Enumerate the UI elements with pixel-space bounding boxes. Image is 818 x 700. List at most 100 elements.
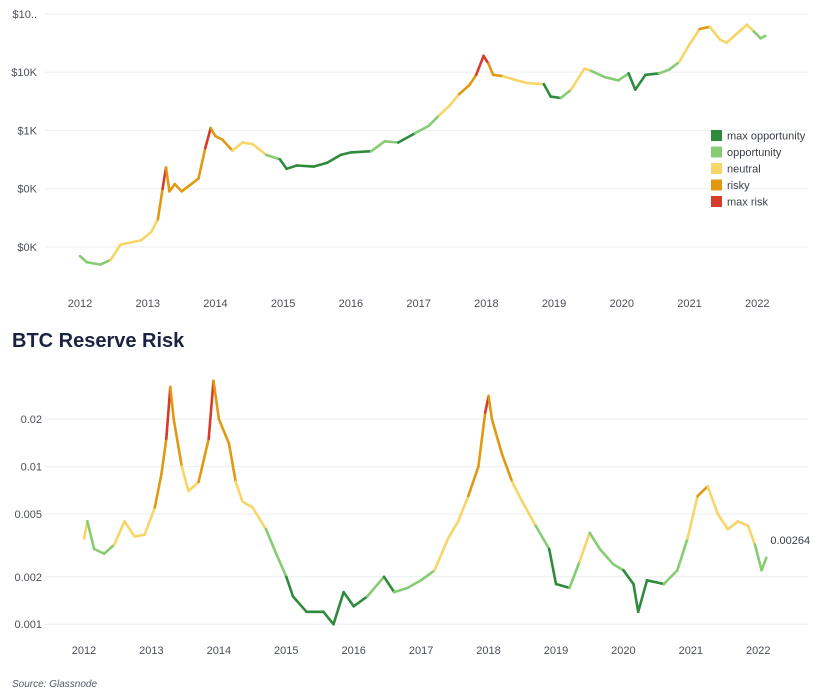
x-tick-label: 2015 [271, 298, 295, 310]
series-segment-risky [187, 177, 200, 188]
series-segment-opportunity [274, 552, 288, 579]
legend-swatch-neutral [711, 163, 722, 174]
series-segment-neutral [129, 239, 143, 244]
series-segment-opportunity [264, 153, 282, 161]
series-segment-max_opportunity [325, 153, 343, 164]
x-tick-label: 2018 [474, 298, 498, 310]
y-tick-label: 0.001 [14, 619, 42, 631]
y-tick-label: 0.01 [21, 462, 42, 474]
series-segment-risky [212, 379, 221, 421]
series-segment-neutral [251, 506, 268, 531]
series-segment-neutral [437, 104, 451, 117]
series-segment-neutral [569, 67, 586, 91]
y-tick-label: 0.02 [21, 414, 42, 426]
series-segment-neutral [501, 74, 515, 81]
series-segment-risky [172, 417, 184, 468]
series-segment-risky [477, 411, 487, 468]
y-tick-label: 0.005 [14, 509, 42, 521]
x-tick-label: 2016 [341, 645, 365, 657]
series-segment-opportunity [589, 69, 607, 79]
series-segment-risky [197, 437, 210, 484]
series-segment-max_opportunity [644, 72, 661, 77]
series-segment-neutral [234, 480, 244, 503]
x-tick-label: 2019 [542, 298, 566, 310]
series-segment-opportunity [759, 34, 767, 40]
series-segment-opportunity [559, 88, 573, 100]
series-segment-max_opportunity [339, 151, 353, 157]
x-tick-label: 2021 [679, 645, 703, 657]
series-segment-neutral [735, 23, 749, 35]
series-segment-opportunity [588, 531, 602, 551]
x-tick-label: 2020 [610, 298, 634, 310]
series-segment-neutral [113, 519, 126, 546]
series-segment-opportunity [427, 114, 441, 128]
series-segment-opportunity [657, 68, 671, 75]
series-segment-max_opportunity [342, 590, 356, 608]
series-segment-neutral [706, 484, 720, 516]
series-segment-max_opportunity [332, 590, 345, 626]
y-tick-label: $10K [11, 67, 37, 79]
series-segment-risky [168, 182, 177, 193]
x-tick-label: 2014 [203, 298, 227, 310]
series-segment-opportunity [406, 578, 423, 590]
series-segment-neutral [686, 494, 699, 540]
series-segment-opportunity [568, 560, 581, 590]
series-segment-opportunity [603, 75, 620, 82]
series-segment-max_opportunity [549, 95, 563, 100]
x-tick-label: 2014 [207, 645, 231, 657]
series-segment-opportunity [99, 258, 112, 266]
series-segment-risky [491, 73, 505, 78]
series-segment-max_opportunity [278, 158, 288, 171]
series-segment-neutral [708, 25, 722, 42]
series-segment-opportunity [102, 543, 116, 556]
series-segment-opportunity [85, 260, 102, 266]
series-segment-risky [490, 417, 504, 456]
x-tick-label: 2015 [274, 645, 298, 657]
series-segment-neutral [231, 141, 244, 152]
series-segment-opportunity [667, 60, 681, 71]
series-segment-neutral [139, 230, 153, 242]
x-tick-label: 2017 [406, 298, 430, 310]
x-tick-label: 2021 [677, 298, 701, 310]
series-segment-neutral [456, 494, 470, 523]
series-segment-opportunity [413, 124, 431, 135]
series-segment-risky [457, 83, 471, 96]
series-segment-neutral [241, 141, 254, 146]
legend-swatch-max_opportunity [711, 130, 722, 141]
series-segment-opportunity [753, 543, 763, 572]
series-segment-opportunity [365, 575, 386, 598]
series-segment-max_opportunity [352, 595, 369, 608]
x-tick-label: 2016 [339, 298, 363, 310]
series-segment-risky [156, 187, 164, 221]
series-segment-opportunity [662, 568, 679, 586]
series-segment-opportunity [383, 140, 400, 144]
series-segment-neutral [525, 81, 546, 86]
series-segment-neutral [446, 519, 460, 540]
last-value-label: 0.00264 [770, 535, 810, 547]
series-segment-neutral [726, 519, 740, 531]
series-segment-risky [209, 126, 217, 138]
series-segment-risky [500, 452, 514, 484]
series-segment-neutral [716, 512, 730, 531]
series-segment-max_opportunity [349, 149, 373, 154]
series-segment-neutral [251, 142, 268, 157]
legend-label-max_opportunity: max opportunity [727, 131, 806, 143]
reserve-risk-title: BTC Reserve Risk [12, 330, 185, 352]
x-tick-label: 2012 [68, 298, 92, 310]
x-tick-label: 2018 [476, 645, 500, 657]
x-tick-label: 2020 [611, 645, 635, 657]
series-segment-max_risk [207, 379, 215, 441]
series-segment-opportunity [264, 527, 278, 556]
series-segment-opportunity [86, 519, 96, 551]
series-segment-risky [487, 394, 494, 421]
y-tick-label: $1K [17, 125, 37, 137]
series-segment-neutral [688, 27, 702, 46]
series-segment-opportunity [392, 586, 409, 594]
legend-label-risky: risky [727, 180, 750, 192]
series-segment-neutral [746, 524, 757, 546]
series-segment-max_opportunity [636, 578, 649, 614]
series-segment-opportunity [752, 30, 762, 40]
series-segment-max_opportunity [284, 575, 295, 598]
x-tick-label: 2022 [746, 645, 770, 657]
